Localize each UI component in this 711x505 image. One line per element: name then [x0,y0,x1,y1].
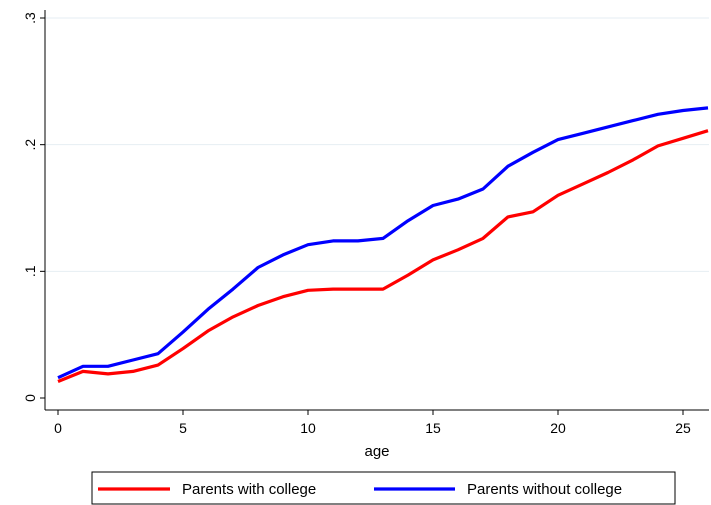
x-tick-label: 5 [179,420,187,436]
x-tick-label: 15 [425,420,441,436]
y-tick-label: .2 [22,139,38,151]
series-line-2 [57,106,709,380]
x-tick-label: 25 [675,420,691,436]
gridlines [45,17,709,272]
x-tick-label: 20 [550,420,566,436]
y-tick-label: 0 [22,394,38,402]
axes: 0 .1 .2 .3 0 5 10 15 20 25 [22,10,709,436]
legend: Parents with college Parents without coll… [91,471,676,505]
y-tick-label: .1 [22,265,38,277]
series-line-1 [57,129,709,383]
series-lines [57,106,709,383]
x-tick-label: 0 [54,420,62,436]
legend-label-1: Parents with college [182,481,316,498]
x-axis-title: age [364,443,389,460]
y-tick-label: .3 [22,12,38,24]
x-tick-label: 10 [300,420,316,436]
legend-label-2: Parents without college [467,481,622,498]
